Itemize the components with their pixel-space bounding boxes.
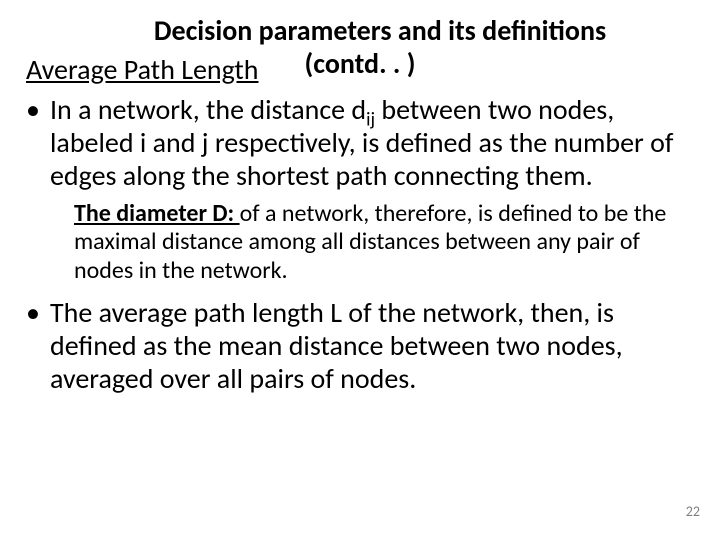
- page-number: 22: [686, 503, 700, 520]
- diameter-definition: The diameter D: of a network, therefore,…: [26, 200, 694, 286]
- diameter-lead: The diameter D:: [74, 199, 240, 228]
- slide-title-line1: Decision parameters and its definitions: [26, 14, 694, 48]
- slide-container: Decision parameters and its definitions …: [0, 0, 720, 540]
- bullet-1: In a network, the distance dij between t…: [26, 93, 694, 192]
- bullet-1-pre: In a network, the distance d: [50, 92, 366, 127]
- bullet-2: The average path length L of the network…: [26, 296, 694, 395]
